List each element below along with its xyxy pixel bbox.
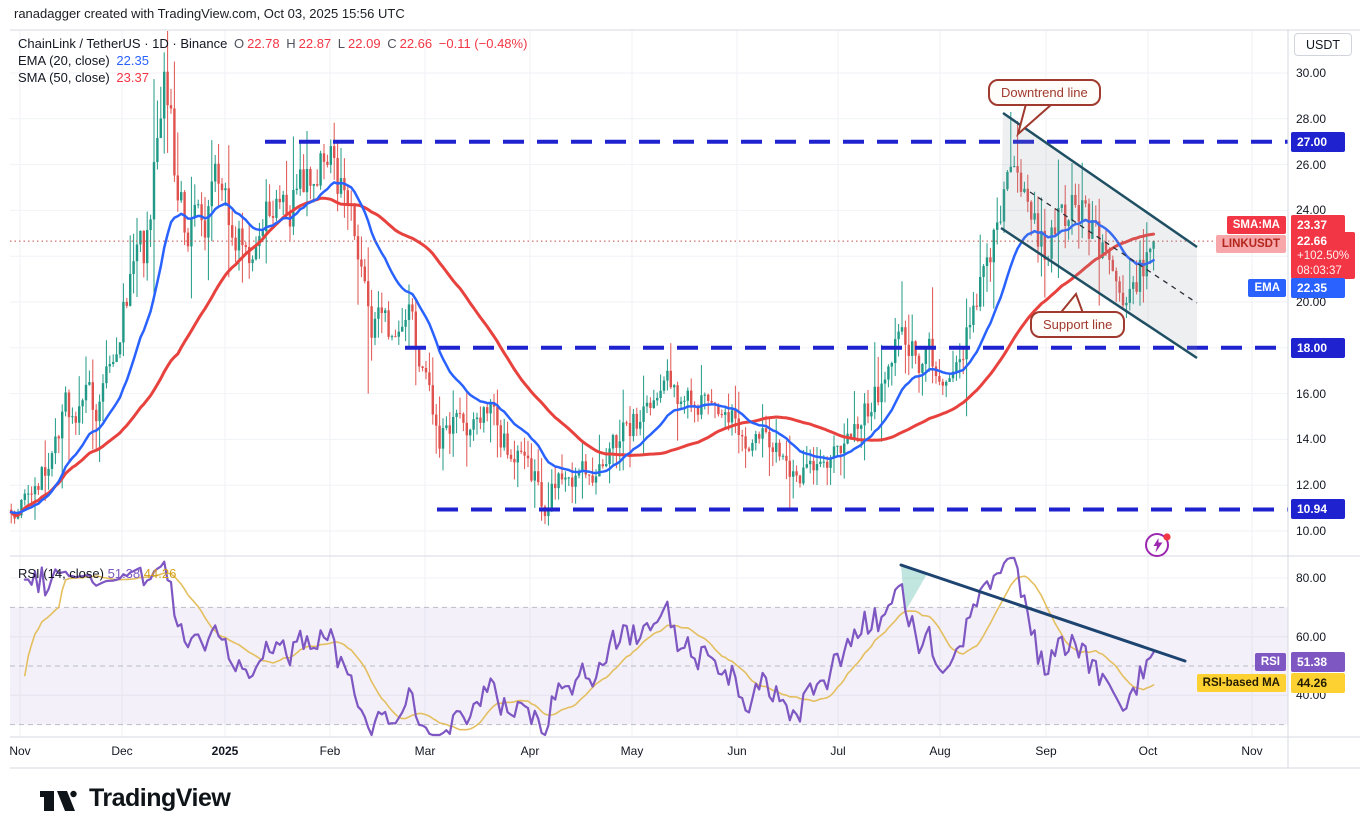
rsi-legend-value: 51.38 xyxy=(107,566,141,581)
current-price-badge: 22.66 +102.50% 08:03:37 xyxy=(1291,232,1356,280)
tradingview-logo-text: TradingView xyxy=(89,784,231,812)
rsi-divergence-fill xyxy=(901,565,927,612)
time-axis-label[interactable]: Jun xyxy=(727,744,747,758)
rsi-legend[interactable]: RSI (14, close) 51.38 44.26 xyxy=(18,565,176,582)
high-value: 22.87 xyxy=(298,36,332,51)
time-axis-label[interactable]: Mar xyxy=(414,744,436,758)
bar-countdown: 08:03:37 xyxy=(1297,265,1342,278)
sma-legend-value: 23.37 xyxy=(116,70,149,85)
grid-lines xyxy=(10,30,1288,737)
time-axis-label[interactable]: Nov xyxy=(1241,744,1263,758)
low-letter: L xyxy=(337,36,346,51)
sma-legend-row[interactable]: SMA (50, close) 23.37 xyxy=(18,69,530,86)
ema-legend-row[interactable]: EMA (20, close) 22.35 xyxy=(18,52,530,69)
resistance-level-badge[interactable]: 27.00 xyxy=(1291,131,1345,152)
descending-channel[interactable] xyxy=(1000,111,1198,360)
close-value: 22.66 xyxy=(399,36,433,51)
rsi-line[interactable] xyxy=(23,556,1155,737)
open-letter: O xyxy=(233,36,245,51)
ema-price-badge: 22.35 xyxy=(1291,278,1345,298)
candlestick-series[interactable] xyxy=(10,31,1155,526)
price-tick-label: 28.00 xyxy=(1296,111,1327,126)
support-line-callout[interactable]: Support line xyxy=(1030,311,1126,338)
sma-legend-label[interactable]: SMA (50, close) xyxy=(18,70,110,85)
downtrend-line-callout[interactable]: Downtrend line xyxy=(988,79,1101,106)
price-tick-label: 60.00 xyxy=(1296,629,1327,644)
symbol-title[interactable]: ChainLink / TetherUS · 1D · Binance xyxy=(18,36,228,51)
ema-series-label: EMA xyxy=(1248,279,1286,297)
time-axis-label[interactable]: Nov xyxy=(9,744,31,758)
sma-price-badge: 23.37 xyxy=(1291,214,1345,235)
price-tick-label: 26.00 xyxy=(1296,157,1327,172)
time-axis-label[interactable]: Feb xyxy=(319,744,341,758)
time-axis-label[interactable]: Oct xyxy=(1138,744,1158,758)
rsi-legend-label[interactable]: RSI (14, close) xyxy=(18,566,104,581)
price-tick-label: 80.00 xyxy=(1296,571,1327,586)
price-tick-label: 30.00 xyxy=(1296,66,1327,80)
flash-lightning-icon[interactable] xyxy=(1143,529,1173,559)
price-tick-label: 24.00 xyxy=(1296,203,1327,218)
ema-legend-value: 22.35 xyxy=(116,53,149,68)
rsi-ma-value-badge: 44.26 xyxy=(1291,672,1345,693)
time-axis-label[interactable]: May xyxy=(620,744,644,758)
time-axis-label[interactable]: Jul xyxy=(830,744,846,758)
current-price-change: +102.50% xyxy=(1297,250,1350,263)
symbol-ticker-label: LINKUSDT xyxy=(1215,235,1286,254)
price-tick-label: 20.00 xyxy=(1296,295,1327,309)
symbol-legend-row[interactable]: ChainLink / TetherUS · 1D · Binance O 22.… xyxy=(18,35,530,52)
pane-separators xyxy=(10,29,1360,769)
time-axis-label[interactable]: Aug xyxy=(929,744,951,758)
time-axis-label[interactable]: Apr xyxy=(520,744,540,758)
rsi-series-label: RSI xyxy=(1254,652,1286,671)
currency-unit-button[interactable]: USDT xyxy=(1294,33,1352,56)
support-level-badge[interactable]: 18.00 xyxy=(1291,337,1345,358)
main-legend[interactable]: ChainLink / TetherUS · 1D · Binance O 22.… xyxy=(18,35,530,86)
high-letter: H xyxy=(286,36,296,51)
rsi-value-badge: 51.38 xyxy=(1291,651,1345,672)
tradingview-logo[interactable]: TradingView xyxy=(40,784,231,813)
price-tick-label: 10.00 xyxy=(1296,524,1327,538)
lower-support-level-badge[interactable]: 10.94 xyxy=(1291,499,1345,520)
credit-line: ranadagger created with TradingView.com,… xyxy=(14,6,405,21)
ema-legend-label[interactable]: EMA (20, close) xyxy=(18,53,110,68)
price-tick-label: 16.00 xyxy=(1296,386,1327,401)
rsi-trendline[interactable] xyxy=(899,563,1187,663)
time-axis-label[interactable]: Dec xyxy=(111,744,133,758)
ema-line[interactable] xyxy=(9,181,1155,515)
price-level-lines[interactable] xyxy=(265,139,1288,512)
open-value: 22.78 xyxy=(247,36,280,51)
tradingview-logo-mark xyxy=(40,790,77,811)
rsi-ma-legend-value: 44.26 xyxy=(143,566,177,581)
low-value: 22.09 xyxy=(348,36,381,51)
price-tick-label: 12.00 xyxy=(1296,478,1327,493)
current-price-value: 22.66 xyxy=(1297,234,1328,249)
price-tick-label: 14.00 xyxy=(1296,432,1327,447)
time-axis-label[interactable]: 2025 xyxy=(211,744,239,758)
rsi-ma-series-label: RSI-based MA xyxy=(1196,673,1286,692)
time-axis-label[interactable]: Sep xyxy=(1035,744,1057,758)
change-value: −0.11 (−0.48%) xyxy=(438,36,528,51)
close-letter: C xyxy=(387,36,397,51)
sma-series-label: SMA:MA xyxy=(1226,215,1286,234)
sma-line[interactable] xyxy=(9,196,1156,517)
